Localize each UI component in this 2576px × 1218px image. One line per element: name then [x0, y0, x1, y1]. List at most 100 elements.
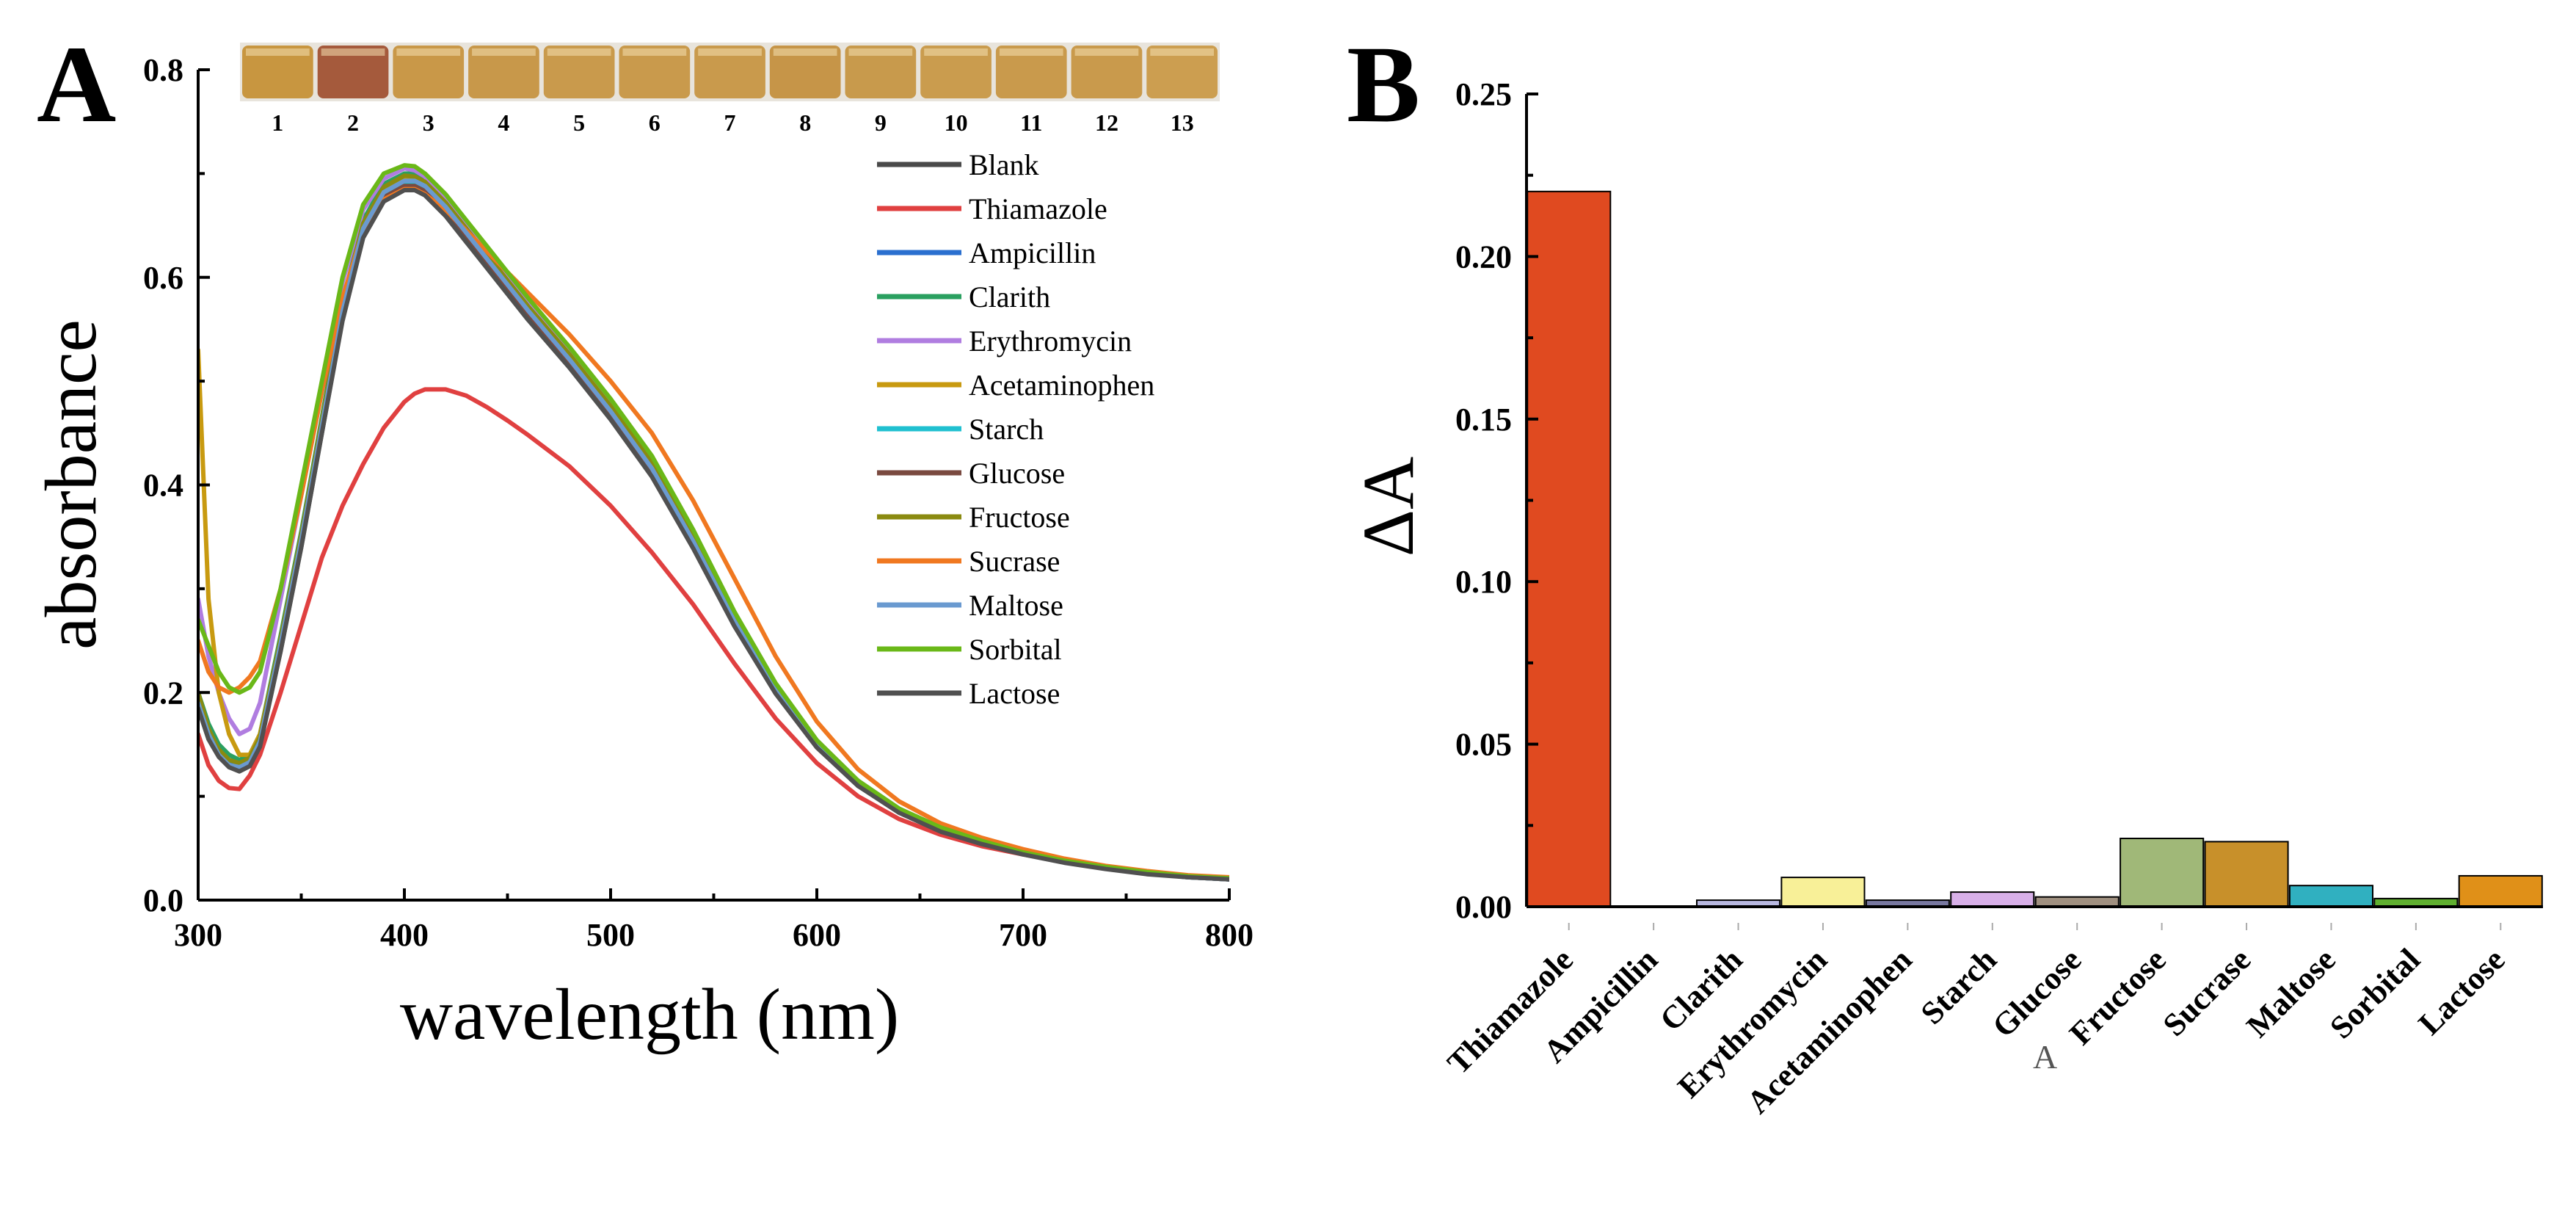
- vial-11: [995, 46, 1067, 98]
- x-tick-label: 800: [1205, 917, 1254, 953]
- panel-a-series-group: [198, 163, 1229, 882]
- panel-a-axes: 300 400 500 600 700 800 0.0 0.2 0.4 0.6 0.8: [143, 52, 1254, 953]
- x-tick-label: 700: [999, 917, 1047, 953]
- x-tick-label: 300: [174, 917, 222, 953]
- vial-highlight: [396, 48, 461, 56]
- bar-thiamazole: [1527, 190, 1612, 907]
- panel-letter-a: A: [37, 23, 116, 145]
- y-tick-label: 0.15: [1455, 402, 1512, 438]
- panel-b-bar-chart: 0.000.050.100.150.200.25 ThiamazoleAmpic…: [1347, 76, 2543, 1120]
- vial-highlight: [472, 48, 536, 56]
- x-tick-label: 600: [793, 917, 841, 953]
- vial-highlight: [848, 48, 913, 56]
- panel-a-legend: Blank Thiamazole Ampicillin Clarith Erythrom…: [877, 148, 1154, 710]
- vial-label-5: 5: [573, 109, 585, 136]
- x-tick-label: 500: [586, 917, 635, 953]
- vial-photo-inset: 1 2 3 4 5 6 7 8 9 10 11 12 13: [240, 43, 1220, 136]
- vial-6: [619, 46, 691, 98]
- vial-10: [920, 46, 992, 98]
- vial-label-13: 13: [1171, 109, 1194, 136]
- bar-sucrase: [2204, 841, 2289, 908]
- y-tick-label: 0.20: [1455, 239, 1512, 275]
- vial-highlight: [999, 48, 1063, 56]
- vial-9: [845, 46, 917, 98]
- category-label-erythromycin: Erythromycin: [1671, 941, 1834, 1104]
- legend-label-sucrase: Sucrase: [969, 545, 1060, 578]
- vial-highlight: [622, 48, 687, 56]
- legend-label-erythromycin: Erythromycin: [969, 325, 1132, 358]
- legend-label-lactose: Lactose: [969, 677, 1060, 710]
- legend-label-sorbital: Sorbital: [969, 633, 1062, 666]
- vial-highlight: [1074, 48, 1139, 56]
- y-tick-label: 0.8: [143, 52, 183, 88]
- vial-highlight: [924, 48, 988, 56]
- vial-highlight: [698, 48, 762, 56]
- legend-label-thiamazole: Thiamazole: [969, 192, 1107, 225]
- series-line-glucose: [198, 184, 1229, 882]
- series-line-thiamazole: [198, 387, 1229, 881]
- category-label-lactose: Lactose: [2412, 941, 2512, 1042]
- y-tick-label: 0.6: [143, 260, 183, 296]
- bar-erythromycin: [1780, 877, 1866, 907]
- legend-label-maltose: Maltose: [969, 589, 1063, 622]
- y-tick-label: 0.05: [1455, 727, 1512, 763]
- vial-highlight: [246, 48, 310, 56]
- legend-label-glucose: Glucose: [969, 457, 1065, 490]
- panel-b-y-axis-title: ΔA: [1347, 457, 1429, 557]
- series-line-sorbital: [198, 163, 1229, 881]
- legend-label-acetaminophen: Acetaminophen: [969, 369, 1154, 402]
- vial-label-4: 4: [498, 109, 509, 136]
- vial-12: [1071, 46, 1143, 98]
- vial-highlight: [1150, 48, 1214, 56]
- vial-label-6: 6: [649, 109, 661, 136]
- panel-letter-b: B: [1347, 23, 1420, 145]
- vial-label-7: 7: [724, 109, 736, 136]
- vial-label-1: 1: [272, 109, 283, 136]
- category-label-maltose: Maltose: [2240, 941, 2343, 1044]
- legend-label-clarith: Clarith: [969, 280, 1050, 313]
- vial-label-10: 10: [945, 109, 968, 136]
- y-tick-label: 0.4: [143, 468, 183, 504]
- vial-label-9: 9: [875, 109, 887, 136]
- x-tick-label: 400: [380, 917, 429, 953]
- category-label-sorbital: Sorbital: [2323, 941, 2427, 1045]
- panel-a-y-axis-title: absorbance: [30, 319, 112, 650]
- y-tick-label: 0.0: [143, 882, 183, 918]
- vial-label-8: 8: [799, 109, 811, 136]
- vial-3: [393, 46, 465, 98]
- panel-b-axes: 0.00 0.05 0.10 0.15 0.20 0.25: [1455, 76, 2543, 925]
- vial-2: [317, 46, 389, 98]
- vial-label-2: 2: [347, 109, 359, 136]
- bar-lactose: [2458, 874, 2543, 908]
- y-tick-label: 0.25: [1455, 76, 1512, 112]
- vial-4: [468, 46, 539, 98]
- vial-label-12: 12: [1095, 109, 1118, 136]
- vial-5: [543, 46, 615, 98]
- vial-highlight: [773, 48, 837, 56]
- series-line-blank: [198, 186, 1229, 882]
- legend-label-ampicillin: Ampicillin: [969, 236, 1096, 269]
- vial-13: [1146, 46, 1218, 98]
- vial-label-3: 3: [423, 109, 434, 136]
- legend-label-starch: Starch: [969, 413, 1044, 446]
- vial-label-11: 11: [1020, 109, 1042, 136]
- series-line-sucrase: [198, 186, 1229, 880]
- category-label-sucrase: Sucrase: [2156, 941, 2257, 1043]
- panel-a-line-chart: 1 2 3 4 5 6 7 8 9 10 11 12 13 300 400 500 600 700 8000.00…: [30, 43, 1254, 1055]
- vial-highlight: [547, 48, 611, 56]
- panel-b-category-labels: ThiamazoleAmpicillinClarithErythromycinA…: [1441, 923, 2512, 1120]
- stray-glyph: A: [2033, 1038, 2057, 1076]
- bar-maltose: [2288, 885, 2373, 907]
- bar-fructose: [2120, 838, 2205, 907]
- vial-highlight: [321, 48, 385, 56]
- panel-b-bars: [1527, 190, 2543, 908]
- legend-label-blank: Blank: [969, 148, 1039, 181]
- y-tick-label: 0.00: [1455, 889, 1512, 925]
- vial-1: [242, 46, 313, 98]
- vial-7: [694, 46, 765, 98]
- legend-label-fructose: Fructose: [969, 501, 1070, 534]
- y-tick-label: 0.10: [1455, 564, 1512, 600]
- vial-8: [769, 46, 841, 98]
- panel-a-x-axis-title: wavelength (nm): [400, 974, 899, 1055]
